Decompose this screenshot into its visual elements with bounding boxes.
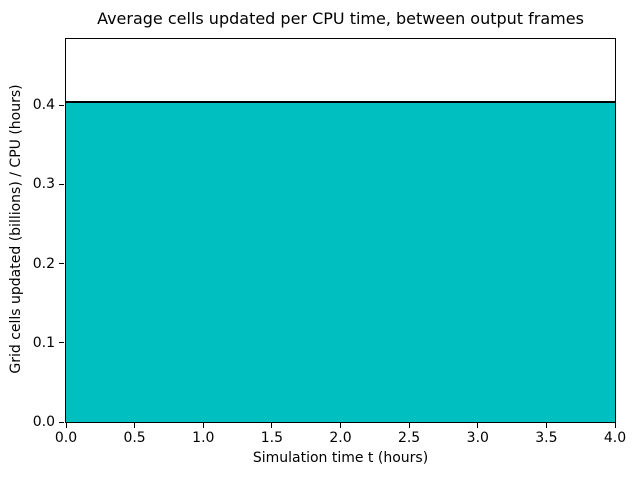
x-tick-label: 1.5 <box>260 430 284 446</box>
area-fill <box>66 102 615 422</box>
constant-rate-line <box>66 101 615 103</box>
x-tick-mark <box>340 423 341 428</box>
y-tick-mark <box>59 183 64 185</box>
y-tick-label: 0.3 <box>32 176 55 193</box>
x-tick-label: 0.5 <box>123 430 146 446</box>
x-tick-label: 1.0 <box>192 430 215 446</box>
chart-title: Average cells updated per CPU time, betw… <box>97 9 584 28</box>
x-tick-mark <box>614 423 616 428</box>
y-tick-mark <box>59 342 64 344</box>
x-tick-mark <box>545 423 547 428</box>
x-tick-label: 0.0 <box>54 430 78 446</box>
x-tick-mark <box>134 423 136 428</box>
x-tick-mark <box>408 423 410 428</box>
x-tick-mark <box>271 423 273 428</box>
y-tick-label: 0.1 <box>32 334 55 351</box>
x-tick-label: 4.0 <box>603 430 627 446</box>
y-tick-label: 0.0 <box>32 414 55 430</box>
x-tick-mark <box>65 423 67 428</box>
y-tick-mark <box>59 421 64 423</box>
y-tick-mark <box>59 104 64 106</box>
plot-area <box>65 38 616 423</box>
x-tick-mark <box>477 423 479 428</box>
y-tick-label: 0.4 <box>32 97 55 114</box>
x-tick-label: 2.5 <box>397 430 421 446</box>
x-tick-label: 3.0 <box>466 430 489 446</box>
x-axis-label: Simulation time t (hours) <box>252 450 429 466</box>
y-axis-label: Grid cells updated (billions) / CPU (hou… <box>8 84 24 374</box>
y-tick-mark <box>59 263 64 265</box>
x-tick-label: 2.0 <box>329 430 352 446</box>
x-tick-mark <box>202 423 204 428</box>
y-tick-label: 0.2 <box>32 255 55 272</box>
x-tick-label: 3.5 <box>535 430 558 446</box>
